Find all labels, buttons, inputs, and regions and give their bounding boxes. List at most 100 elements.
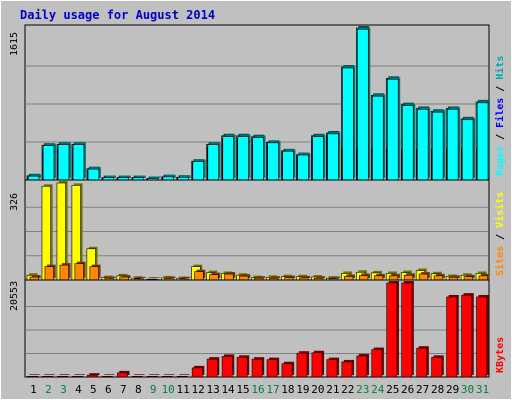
bar-sites-2 (44, 264, 56, 281)
bar-pages-13-face (207, 144, 219, 181)
bar-pages-3 (57, 142, 71, 181)
bar-kbytes-19-face (296, 352, 308, 378)
bar-pages-18-face (282, 150, 294, 181)
bar-pages-17 (267, 140, 281, 181)
bar-kbytes-24 (371, 347, 384, 378)
bar-kbytes-30 (461, 293, 474, 378)
bar-kbytes-14-face (221, 356, 233, 378)
bar-pages-15-face (237, 136, 249, 181)
bar-pages-1-face (27, 175, 40, 181)
bar-kbytes-3 (57, 374, 70, 378)
bar-sites-18-depth (286, 275, 296, 278)
bar-kbytes-25-face (386, 282, 398, 378)
bar-kbytes-7-face (117, 372, 128, 378)
bar-pages-27-face (417, 109, 429, 181)
bar-pages-30-face (461, 119, 474, 181)
bar-kbytes-11 (176, 374, 190, 378)
bar-sites-22-face (344, 276, 354, 281)
bar-sites-5 (89, 264, 101, 281)
bar-kbytes-12 (191, 365, 205, 378)
bar-kbytes-25 (386, 281, 399, 378)
x-tick-label-25: 25 (386, 383, 399, 396)
bar-sites-16-depth (256, 276, 266, 278)
legend-entry-hits: Hits (494, 56, 506, 80)
bar-sites-3 (59, 263, 71, 281)
bar-pages-25-face (387, 78, 399, 181)
x-tick-label-15: 15 (236, 383, 249, 396)
bar-kbytes-2-face (42, 376, 53, 378)
bar-kbytes-2-depth (44, 374, 55, 375)
bar-pages-24-face (372, 95, 384, 181)
x-tick-label-19: 19 (296, 383, 309, 396)
x-tick-label-14: 14 (221, 383, 235, 396)
bar-pages-9-depth (149, 176, 161, 178)
bar-pages-20 (312, 134, 326, 181)
bar-kbytes-8 (131, 374, 145, 378)
bar-pages-4-face (72, 144, 85, 181)
bar-kbytes-8-depth (134, 374, 145, 375)
bar-kbytes-22-face (341, 361, 353, 378)
bar-pages-2 (42, 143, 56, 181)
bar-sites-6-depth (106, 276, 116, 278)
x-tick-label-30: 30 (461, 383, 474, 396)
x-tick-label-4: 4 (75, 383, 82, 396)
bar-kbytes-3-depth (59, 374, 70, 375)
bar-kbytes-27-face (416, 347, 428, 378)
bar-sites-4 (74, 261, 86, 281)
bar-kbytes-29-face (446, 296, 458, 378)
x-tick-label-12: 12 (192, 383, 205, 396)
bar-pages-12 (192, 159, 206, 181)
bar-kbytes-5-face (87, 374, 98, 378)
bar-kbytes-1-face (27, 376, 38, 378)
y-max-label-kbytes: 20553 (9, 281, 20, 311)
bar-pages-21 (327, 131, 341, 181)
bar-pages-28 (432, 110, 446, 181)
bar-sites-10-depth (166, 276, 176, 278)
bar-kbytes-16-face (251, 358, 263, 378)
legend-entry-sites: Sites (494, 246, 506, 276)
bar-kbytes-11-depth (179, 374, 190, 375)
bar-pages-19-face (297, 154, 309, 181)
bar-sites-2-face (44, 266, 54, 281)
bar-pages-12-face (192, 161, 204, 181)
bar-kbytes-14 (221, 354, 235, 378)
legend-entry-visits: Visits (494, 192, 506, 228)
bar-kbytes-2 (42, 374, 55, 378)
panel-hits-files-pages: 1615 Pages / Files / Hits (9, 24, 506, 181)
bar-kbytes-15-face (236, 357, 248, 378)
x-tick-label-24: 24 (371, 383, 385, 396)
bar-pages-11-depth (179, 175, 191, 178)
bar-kbytes-21 (326, 357, 340, 378)
x-tick-label-16: 16 (251, 383, 264, 396)
bar-kbytes-9-face (146, 376, 158, 378)
x-tick-label-3: 3 (60, 383, 67, 396)
bar-kbytes-6 (102, 374, 115, 378)
legend-separator: / (495, 128, 506, 146)
x-axis-labels: 1 2 3 4 5 6 7 8 9 10 11 12 13 14 15 16 17 18 19 20 21 22 23 24 2… (30, 383, 489, 396)
x-tick-label-20: 20 (311, 383, 324, 396)
bar-kbytes-18 (281, 361, 295, 378)
bar-pages-31 (476, 100, 491, 181)
bar-pages-6-depth (105, 175, 116, 178)
bar-pages-10-depth (164, 174, 176, 178)
x-tick-label-21: 21 (326, 383, 339, 396)
bar-sites-12-face (194, 271, 204, 281)
bar-sites-8-depth (136, 276, 146, 278)
x-tick-label-8: 8 (135, 383, 142, 396)
bar-kbytes-21-face (326, 359, 338, 378)
bar-kbytes-27 (416, 346, 429, 378)
legend-visits-sites: Sites / Visits (494, 192, 506, 276)
bar-kbytes-22 (341, 359, 355, 378)
legend-entry-pages: Pages (495, 146, 506, 176)
bar-kbytes-23 (356, 353, 369, 378)
bar-kbytes-13 (206, 357, 220, 378)
bar-pages-5 (87, 167, 101, 181)
bar-sites-23-face (358, 275, 369, 281)
bar-pages-8-depth (134, 175, 146, 178)
y-max-label-visits-sites: 326 (9, 193, 20, 211)
bar-kbytes-8-face (131, 376, 143, 378)
bar-kbytes-17-face (266, 359, 278, 378)
bar-sites-19-depth (301, 275, 311, 278)
bar-kbytes-1-depth (29, 374, 40, 375)
bar-kbytes-18-face (281, 363, 293, 378)
